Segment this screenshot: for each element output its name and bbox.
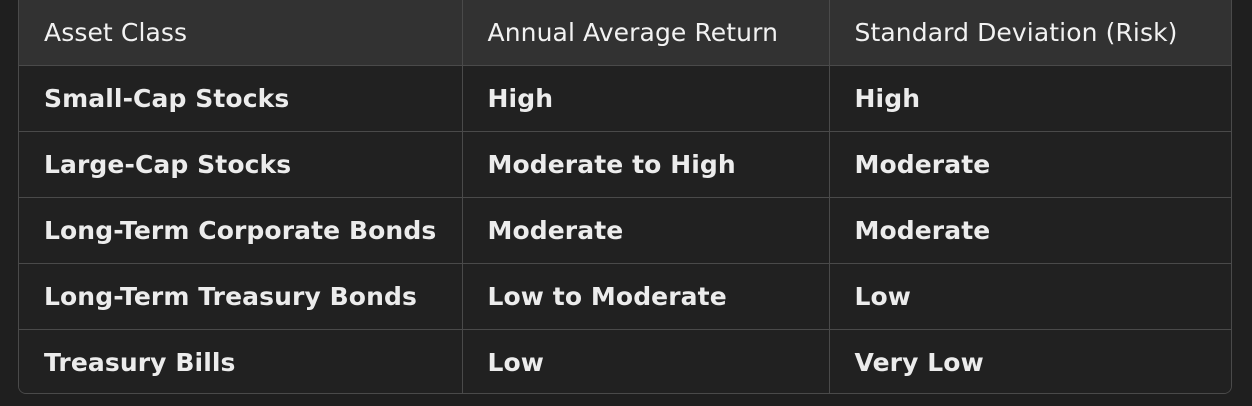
- cell-asset-class: Long-Term Corporate Bonds: [19, 197, 463, 264]
- table-header: Asset Class Annual Average Return Standa…: [19, 0, 1231, 66]
- header-row: Asset Class Annual Average Return Standa…: [19, 0, 1231, 66]
- table-row: Treasury Bills Low Very Low: [19, 329, 1231, 393]
- cell-risk: Moderate: [829, 131, 1231, 198]
- table-row: Long-Term Corporate Bonds Moderate Moder…: [19, 197, 1231, 264]
- cell-risk: High: [829, 65, 1231, 132]
- cell-return: Moderate: [462, 197, 830, 264]
- cell-asset-class: Large-Cap Stocks: [19, 131, 463, 198]
- cell-return: Low: [462, 329, 830, 393]
- table-row: Large-Cap Stocks Moderate to High Modera…: [19, 131, 1231, 198]
- cell-return: Moderate to High: [462, 131, 830, 198]
- cell-risk: Very Low: [854, 347, 984, 377]
- cell-return: Low to Moderate: [462, 263, 830, 330]
- cell-asset-class: Long-Term Treasury Bonds: [19, 263, 463, 330]
- header-standard-deviation: Standard Deviation (Risk): [829, 0, 1231, 66]
- table-row: Small-Cap Stocks High High: [19, 65, 1231, 132]
- cell-asset-class: Small-Cap Stocks: [19, 65, 463, 132]
- table-body: Small-Cap Stocks High High Large-Cap Sto…: [19, 65, 1231, 393]
- asset-class-table: Asset Class Annual Average Return Standa…: [18, 0, 1232, 394]
- data-table: Asset Class Annual Average Return Standa…: [19, 0, 1231, 393]
- cell-return: High: [462, 65, 830, 132]
- table-row: Long-Term Treasury Bonds Low to Moderate…: [19, 263, 1231, 330]
- header-annual-average-return: Annual Average Return: [462, 0, 830, 66]
- cell-asset-class: Treasury Bills: [19, 329, 463, 393]
- header-asset-class: Asset Class: [19, 0, 463, 66]
- cell-risk: Low: [829, 263, 1231, 330]
- cell-risk: Moderate: [829, 197, 1231, 264]
